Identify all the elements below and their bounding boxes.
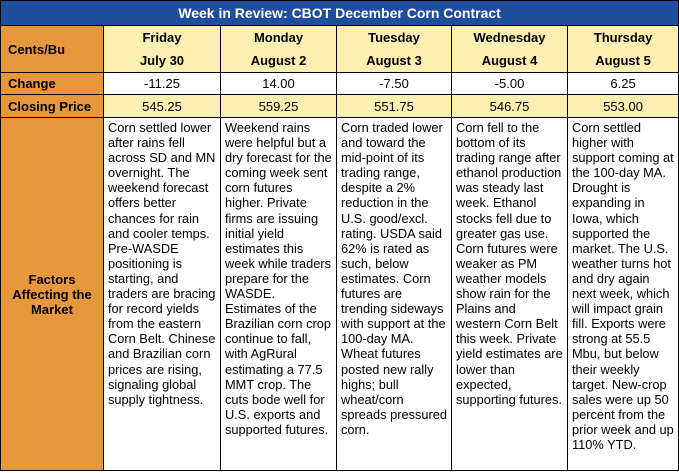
closing-price-label: Closing Price xyxy=(0,94,104,118)
day-date: August 5 xyxy=(595,53,651,68)
change-wednesday: -5.00 xyxy=(451,72,568,95)
day-name: Thursday xyxy=(593,30,653,45)
table-title: Week in Review: CBOT December Corn Contr… xyxy=(0,0,679,26)
day-name: Friday xyxy=(142,30,182,45)
close-tuesday: 551.75 xyxy=(336,94,452,118)
day-date: August 3 xyxy=(366,53,422,68)
day-header-tuesday: Tuesday August 3 xyxy=(336,25,452,73)
factors-label: Factors Affecting the Market xyxy=(0,117,104,471)
day-name: Monday xyxy=(253,30,304,45)
change-friday: -11.25 xyxy=(103,72,221,95)
day-date: August 4 xyxy=(481,53,538,68)
units-label: Cents/Bu xyxy=(0,25,104,73)
day-header-wednesday: Wednesday August 4 xyxy=(451,25,568,73)
close-friday: 545.25 xyxy=(103,94,221,118)
factors-tuesday: Corn traded lower and toward the mid-poi… xyxy=(336,117,452,471)
close-monday: 559.25 xyxy=(220,94,337,118)
factors-thursday: Corn settled higher with support coming … xyxy=(566,117,679,471)
factors-monday: Weekend rains were helpful but a dry for… xyxy=(220,117,337,471)
factors-wednesday: Corn fell to the bottom of its trading r… xyxy=(451,117,568,471)
change-monday: 14.00 xyxy=(220,72,337,95)
factors-friday: Corn settled lower after rains fell acro… xyxy=(103,117,221,471)
day-date: August 2 xyxy=(250,53,307,68)
change-tuesday: -7.50 xyxy=(336,72,452,95)
day-name: Wednesday xyxy=(473,30,546,45)
close-wednesday: 546.75 xyxy=(451,94,568,118)
change-thursday: 6.25 xyxy=(566,72,679,95)
close-thursday: 553.00 xyxy=(566,94,679,118)
day-header-monday: Monday August 2 xyxy=(220,25,337,73)
change-label: Change xyxy=(0,72,104,95)
day-date: July 30 xyxy=(139,53,185,68)
day-header-thursday: Thursday August 5 xyxy=(566,25,679,73)
day-name: Tuesday xyxy=(368,30,420,45)
day-header-friday: Friday July 30 xyxy=(103,25,221,73)
